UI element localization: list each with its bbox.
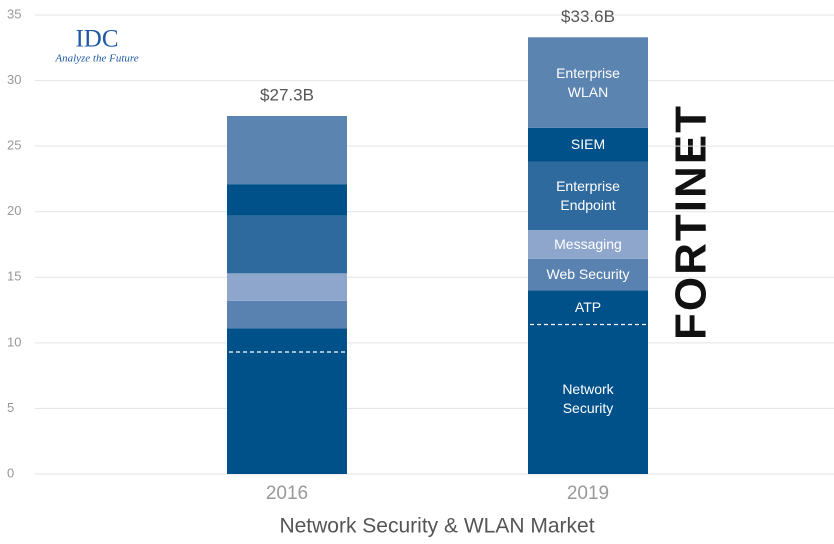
bar-segment xyxy=(528,127,648,162)
bar-segment xyxy=(528,290,648,325)
segment-label-box: SIEM xyxy=(570,136,606,153)
bar-segment xyxy=(227,273,347,301)
bar-segment xyxy=(528,258,648,291)
bar-segment xyxy=(528,37,648,128)
fortinet-logo: FORTINET xyxy=(667,104,716,340)
idc-tagline: Analyze the Future xyxy=(54,53,138,65)
total-label: $27.3B xyxy=(260,85,314,104)
bar-segment xyxy=(227,352,347,474)
y-tick-label: 5 xyxy=(7,400,14,415)
segment-label-box: Web Security xyxy=(546,266,630,283)
bar-segment xyxy=(528,230,648,259)
bar-segment xyxy=(227,184,347,216)
segment-label-box: Enterprise Endpoint xyxy=(556,177,620,213)
y-tick-label: 0 xyxy=(7,465,14,480)
segment-label-box: Enterprise WLAN xyxy=(556,64,620,100)
bar-segment xyxy=(227,215,347,274)
y-tick-label: 30 xyxy=(7,72,21,87)
bar-segment xyxy=(528,161,648,231)
x-tick-label: 2016 xyxy=(266,483,308,504)
bar-segment xyxy=(528,324,648,474)
y-tick-label: 25 xyxy=(7,138,21,153)
idc-logo: IDC xyxy=(75,26,118,53)
total-label: $33.6B xyxy=(561,7,615,26)
x-axis-title: Network Security & WLAN Market xyxy=(279,515,594,538)
segment-label: ATP xyxy=(574,298,602,315)
segment-label: SIEM xyxy=(570,136,606,153)
segment-label: Network Security xyxy=(562,381,614,417)
segment-label-box: Network Security xyxy=(562,381,614,417)
y-tick-label: 10 xyxy=(7,334,21,349)
segment-label-box: ATP xyxy=(574,298,602,315)
bar-segment xyxy=(227,300,347,329)
segment-label: Enterprise WLAN xyxy=(556,64,620,100)
bar-segment xyxy=(227,115,347,185)
bar-segment xyxy=(227,328,347,353)
segment-label: Messaging xyxy=(554,235,622,252)
segment-label-box: Messaging xyxy=(554,235,622,252)
x-tick-label: 2019 xyxy=(567,483,609,504)
y-tick-label: 35 xyxy=(7,6,21,21)
y-tick-label: 20 xyxy=(7,203,21,218)
segment-label: Web Security xyxy=(546,266,630,283)
y-tick-label: 15 xyxy=(7,269,21,284)
segment-label: Enterprise Endpoint xyxy=(556,177,620,213)
